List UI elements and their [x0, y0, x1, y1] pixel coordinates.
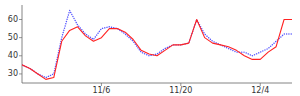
y-tick-label: 60	[8, 15, 18, 24]
x-tick-label: 11/6	[92, 86, 110, 95]
plot-area	[22, 10, 292, 79]
series-line	[22, 10, 292, 77]
x-axis-line	[22, 83, 292, 84]
y-tick	[19, 19, 22, 20]
chart: 30 40 50 60 11/6 11/20 12/4	[0, 0, 300, 96]
y-tick	[19, 73, 22, 74]
x-tick-label: 12/4	[251, 86, 269, 95]
y-axis-line	[22, 5, 23, 83]
series-line	[22, 20, 292, 80]
chart-container: 30 40 50 60 11/6 11/20 12/4	[0, 0, 300, 96]
y-tick-label: 30	[8, 69, 18, 78]
y-tick	[19, 55, 22, 56]
y-tick-label: 50	[8, 33, 18, 42]
y-tick-label: 40	[8, 51, 18, 60]
y-tick	[19, 37, 22, 38]
x-tick-label: 11/20	[169, 86, 192, 95]
